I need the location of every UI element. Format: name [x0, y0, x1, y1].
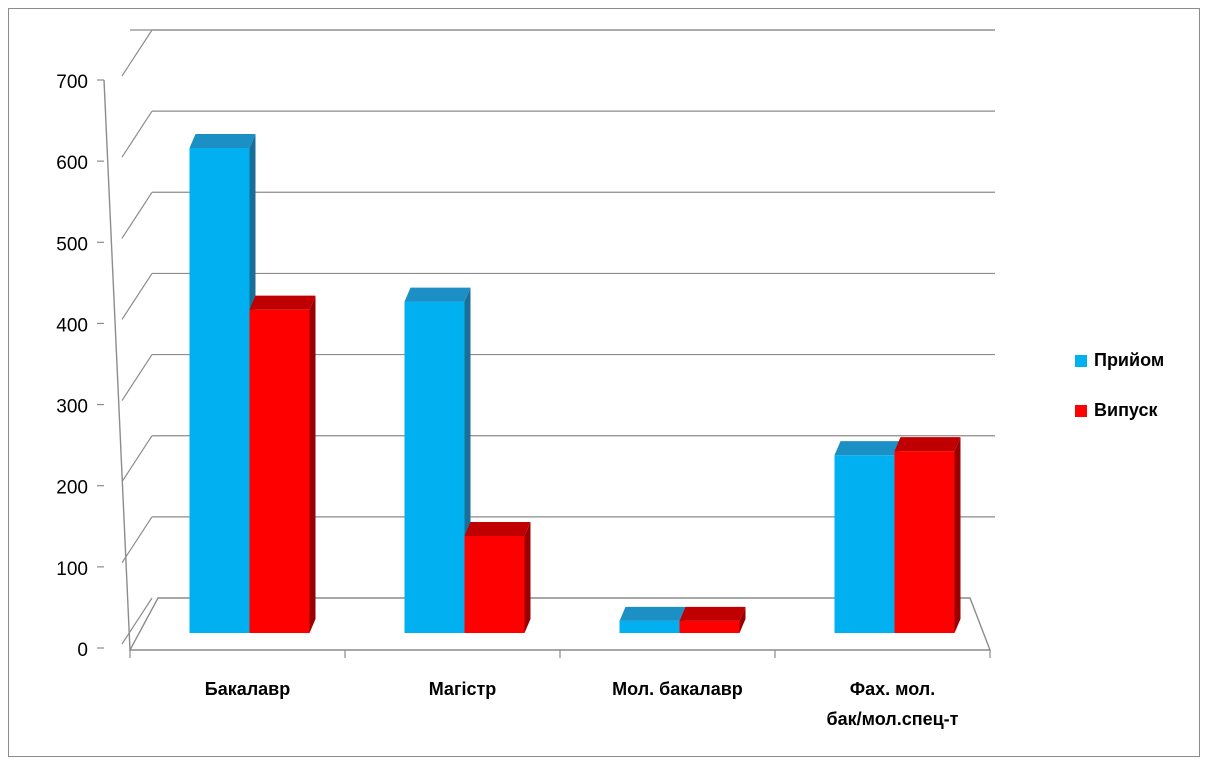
legend-swatch [1075, 355, 1087, 367]
gridline-diagonal [121, 354, 153, 401]
bar-side [954, 437, 961, 633]
bar-front [894, 451, 955, 633]
y-axis-line [103, 79, 131, 651]
gridline-diagonal [121, 191, 153, 239]
y-tick-label: 300 [56, 397, 88, 418]
gridline-diagonal [121, 516, 153, 564]
x-axis-categories: Бакалавр Магістр Мол. бакалавр Фах. мол. бак… [205, 679, 959, 729]
y-tick-label: 600 [56, 153, 88, 174]
bar-vypusk [464, 522, 531, 633]
legend-label: Випуск [1094, 400, 1159, 420]
y-axis-ticks: 0 100 200 300 400 500 600 700 [56, 72, 104, 661]
gridline-diagonal [121, 273, 153, 320]
bar-top [189, 134, 256, 148]
bar-front [404, 301, 465, 633]
gridline-diagonal [121, 597, 153, 645]
bar-front [834, 455, 895, 633]
y-tick-label: 500 [56, 234, 88, 255]
bar-pryiom [404, 287, 471, 633]
y-tick-label: 200 [56, 478, 88, 499]
legend: Прийом Випуск [1075, 350, 1164, 420]
bar-top [679, 606, 746, 621]
bar-top [464, 522, 531, 536]
bar-top [894, 437, 961, 452]
bar-vypusk [249, 295, 316, 633]
bar-side [739, 606, 746, 633]
bar-vypusk [894, 437, 961, 633]
y-tick-label: 0 [77, 640, 88, 661]
x-category-label: Фах. мол. [850, 679, 935, 699]
bar-front [249, 309, 310, 633]
bar-front [679, 620, 740, 633]
chart-floor [128, 597, 992, 651]
bar-front [464, 536, 525, 633]
x-category-label: Бакалавр [205, 679, 290, 699]
bar-top [619, 606, 686, 621]
bar-front [189, 148, 250, 633]
gridline-diagonal [121, 435, 153, 483]
y-tick-label: 100 [56, 559, 88, 580]
gridline-diagonal [121, 29, 153, 77]
bars [189, 134, 961, 633]
bar-side [524, 522, 531, 633]
chart-walls [128, 597, 992, 651]
bar-top [834, 441, 901, 456]
bar-pryiom [189, 134, 256, 633]
gridline-diagonal [121, 110, 153, 158]
bar-pryiom [834, 441, 901, 633]
bar-pryiom [619, 606, 686, 633]
x-category-label: Магістр [429, 679, 497, 699]
bar-vypusk [679, 606, 746, 633]
bar-side [309, 295, 316, 633]
y-tick-label: 700 [56, 72, 88, 93]
bar-top [249, 295, 316, 310]
x-category-label: Мол. бакалавр [612, 679, 743, 699]
bar-front [619, 620, 680, 633]
axes [103, 79, 991, 658]
bar-top [404, 287, 471, 302]
y-tick-label: 400 [56, 315, 88, 336]
x-category-label: бак/мол.спец-т [827, 709, 959, 729]
legend-label: Прийом [1094, 350, 1164, 370]
legend-swatch [1075, 405, 1087, 417]
